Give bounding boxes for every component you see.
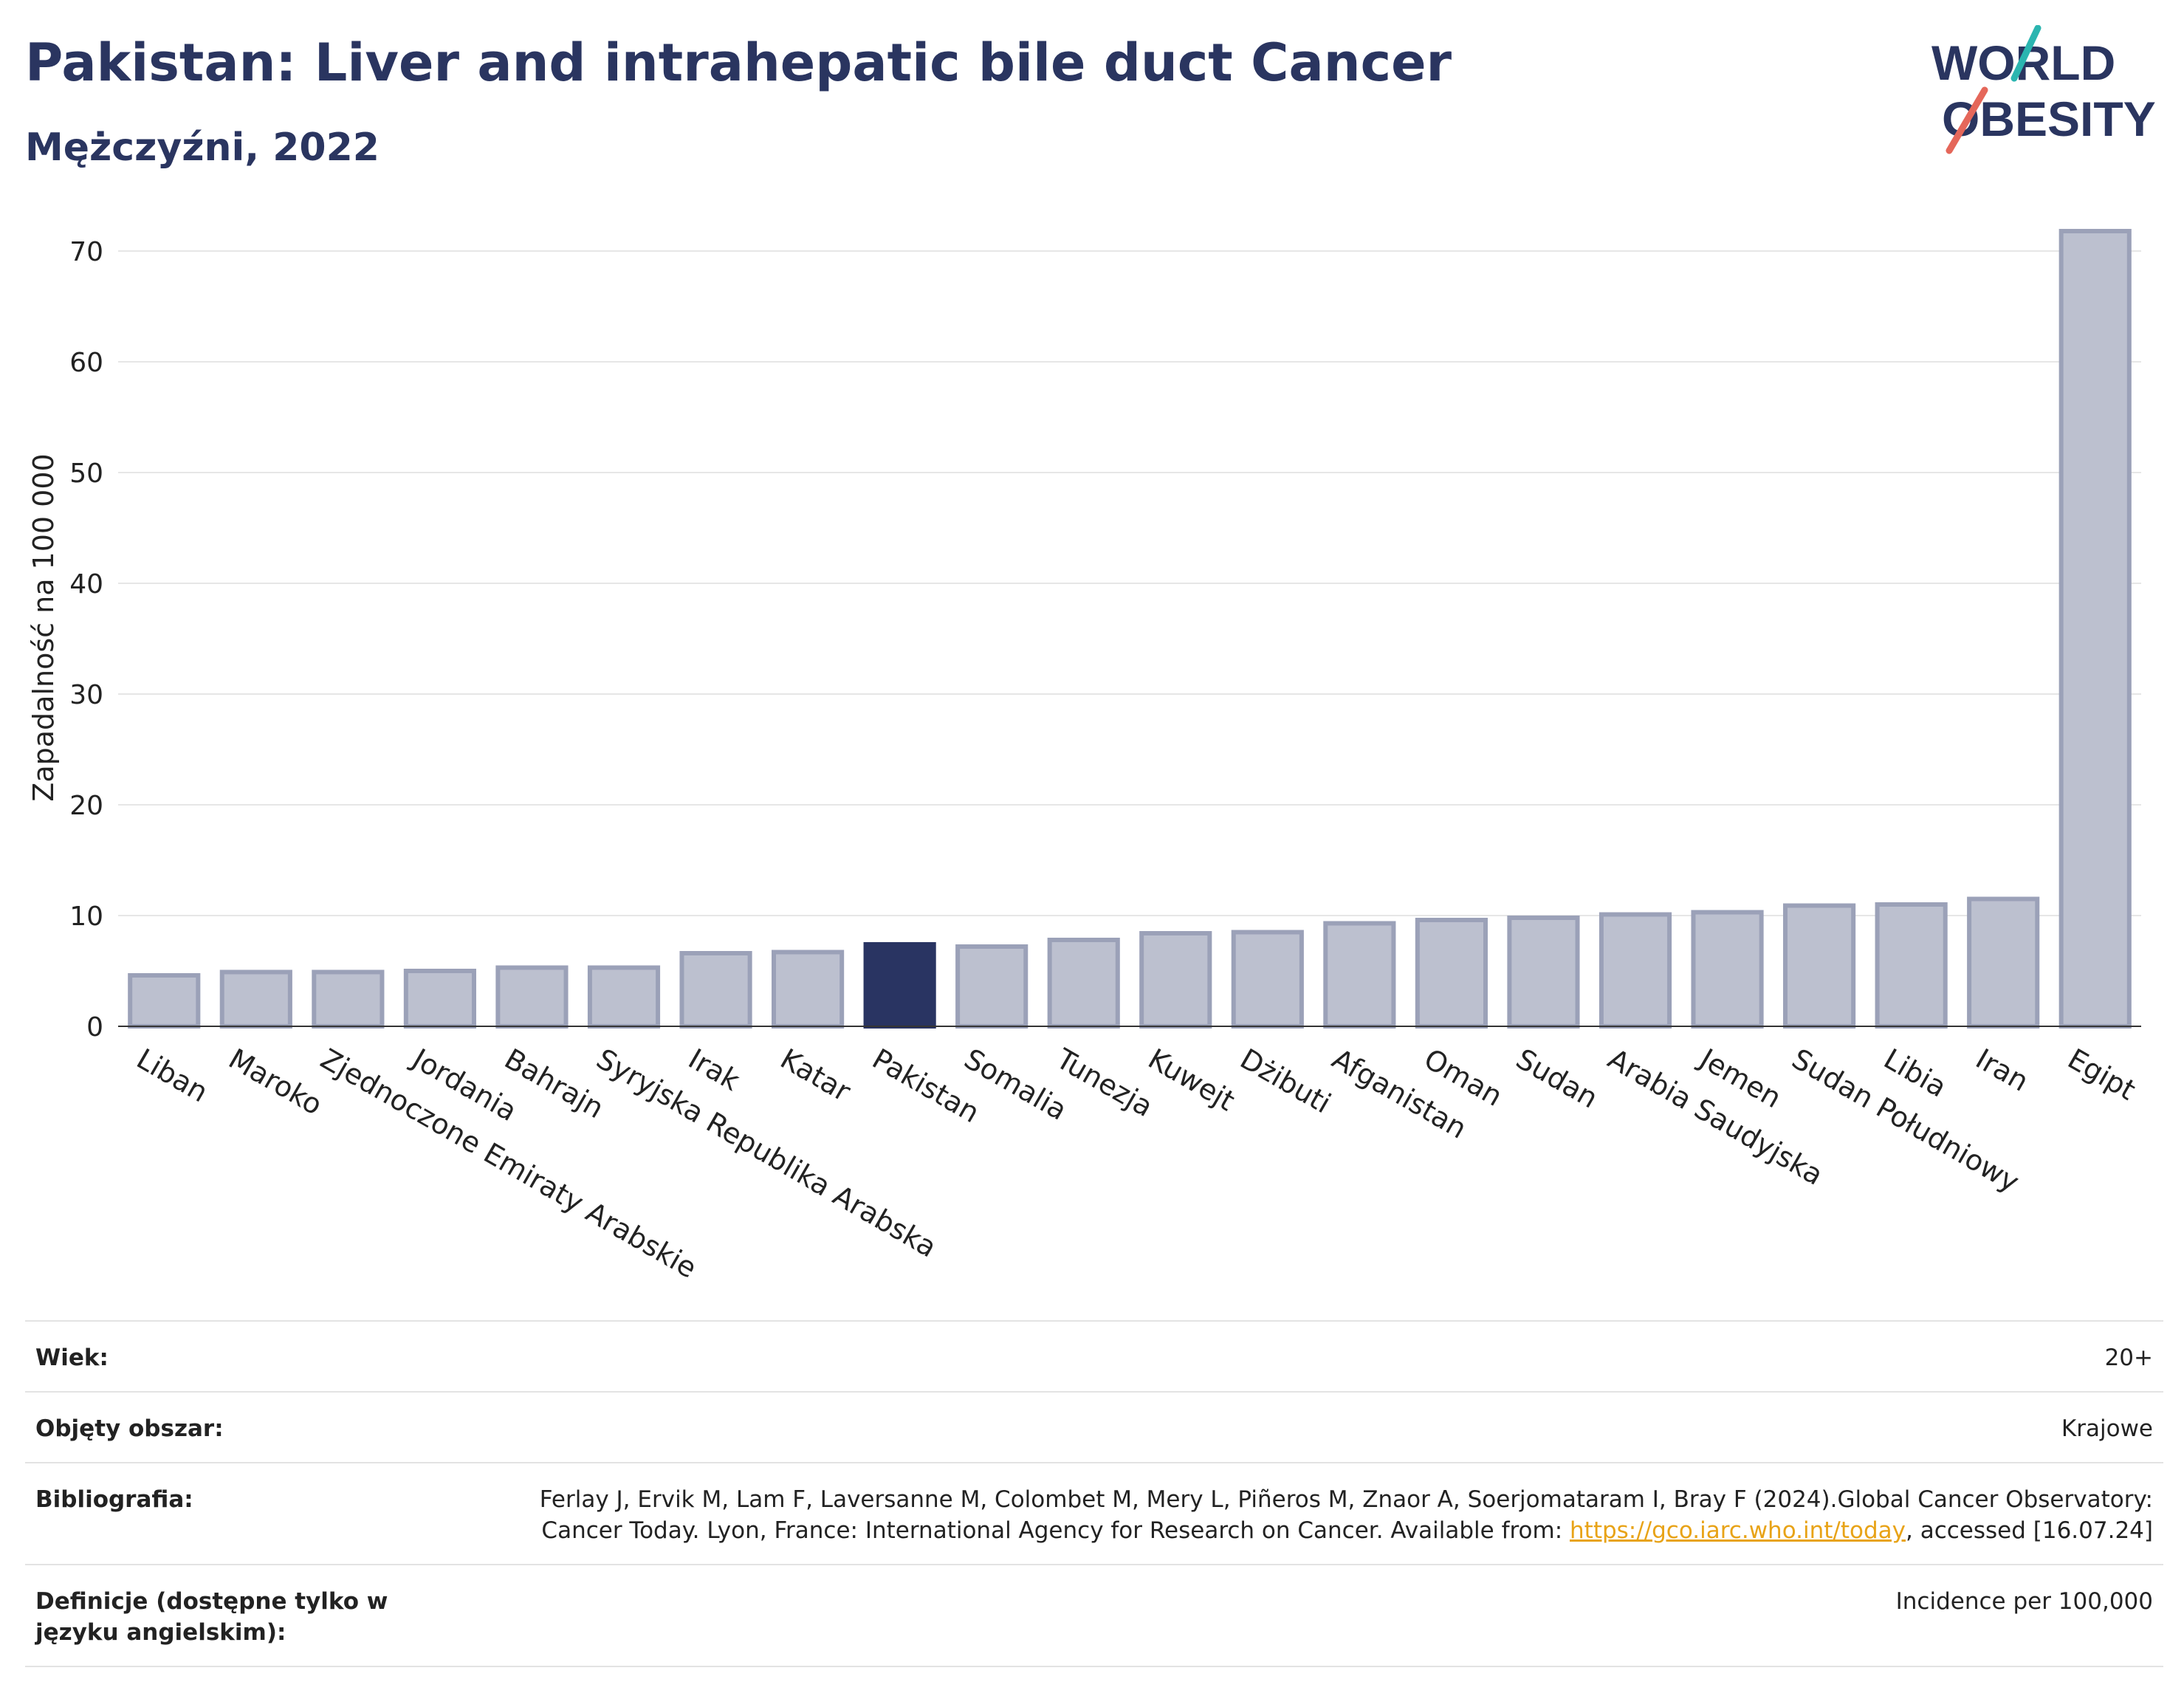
bar-zjednoczone-emiraty-arabskie[interactable] xyxy=(312,969,385,1029)
info-table: Wiek: 20+ Objęty obszar: Krajowe Bibliog… xyxy=(25,1320,2163,1667)
y-tick-label: 0 xyxy=(86,1012,103,1043)
info-value: Ferlay J, Ervik M, Lam F, Laversanne M, … xyxy=(492,1484,2153,1546)
bar-libia[interactable] xyxy=(1875,902,1948,1029)
x-tick-label: Maroko xyxy=(223,1043,328,1122)
bibliography-text: Ferlay J, Ervik M, Lam F, Laversanne M, … xyxy=(539,1486,2153,1544)
x-tick-label: Egipt xyxy=(2062,1043,2141,1107)
bar-jordania[interactable] xyxy=(403,969,476,1029)
info-value: Incidence per 100,000 xyxy=(1895,1588,2153,1615)
info-value: 20+ xyxy=(2104,1345,2153,1371)
x-tick-label: Liban xyxy=(131,1043,213,1109)
x-tick-label: Sudan xyxy=(1511,1043,1604,1115)
bar-egipt[interactable] xyxy=(2058,229,2132,1029)
source-link[interactable]: https://gco.iarc.who.int/today xyxy=(1570,1517,1906,1544)
x-tick-label: Irak xyxy=(683,1043,745,1097)
y-tick-label: 30 xyxy=(69,680,103,710)
bar-liban[interactable] xyxy=(128,973,201,1029)
bar-irak[interactable] xyxy=(679,951,752,1029)
bar-oman[interactable] xyxy=(1415,918,1488,1029)
y-tick-label: 20 xyxy=(69,791,103,821)
x-tick-label: Kuwejt xyxy=(1143,1043,1240,1118)
page-subtitle: Mężczyźni, 2022 xyxy=(25,126,380,170)
bar-dżibuti[interactable] xyxy=(1231,930,1304,1029)
info-row-definitions: Definicje (dostępne tylko w języku angie… xyxy=(25,1564,2163,1667)
y-tick-label: 60 xyxy=(69,348,103,378)
info-label: Objęty obszar: xyxy=(35,1415,224,1442)
info-label: Wiek: xyxy=(35,1345,109,1371)
bar-afganistan[interactable] xyxy=(1323,921,1396,1029)
bar-maroko[interactable] xyxy=(219,969,292,1029)
x-tick-label: Tunezja xyxy=(1050,1042,1158,1123)
info-row-age: Wiek: 20+ xyxy=(25,1320,2163,1391)
bar-kuwejt[interactable] xyxy=(1139,931,1212,1029)
y-tick-label: 40 xyxy=(69,569,103,600)
bar-jemen[interactable] xyxy=(1691,910,1764,1029)
bar-pakistan[interactable] xyxy=(863,942,936,1029)
bar-syryjska-republika-arabska[interactable] xyxy=(587,965,661,1029)
info-label: Definicje (dostępne tylko w języku angie… xyxy=(35,1588,388,1646)
y-axis-label: Zapadalność na 100 000 xyxy=(27,453,60,801)
info-row-coverage: Objęty obszar: Krajowe xyxy=(25,1391,2163,1462)
bar-sudan[interactable] xyxy=(1507,916,1580,1029)
x-tick-label: Bahrajn xyxy=(499,1043,609,1125)
page-title: Pakistan: Liver and intrahepatic bile du… xyxy=(25,32,1452,93)
bar-somalia[interactable] xyxy=(955,944,1029,1029)
info-row-bibliography: Bibliografia: Ferlay J, Ervik M, Lam F, … xyxy=(25,1462,2163,1564)
y-tick-label: 70 xyxy=(69,237,103,267)
bar-sudan-południowy[interactable] xyxy=(1783,903,1856,1029)
y-tick-label: 50 xyxy=(69,459,103,489)
y-axis-ticks: 0 10 20 30 40 50 60 70 xyxy=(69,237,103,1043)
bibliography-accessed: , accessed [16.07.24] xyxy=(1905,1517,2153,1544)
bar-iran[interactable] xyxy=(1967,896,2040,1029)
x-tick-label: Katar xyxy=(775,1043,856,1108)
grid-lines xyxy=(118,250,2141,916)
info-value: Krajowe xyxy=(2061,1415,2153,1442)
world-obesity-logo: WORLD OBESITY xyxy=(1927,24,2163,155)
info-label: Bibliografia: xyxy=(35,1486,193,1513)
y-tick-label: 10 xyxy=(69,902,103,932)
svg-text:OBESITY: OBESITY xyxy=(1942,92,2156,146)
x-tick-label: Dżibuti xyxy=(1234,1043,1336,1120)
bar-bahrajn[interactable] xyxy=(495,965,569,1029)
x-tick-label: Iran xyxy=(1971,1043,2034,1098)
bar-arabia-saudyjska[interactable] xyxy=(1598,912,1672,1029)
bar-katar[interactable] xyxy=(772,950,845,1029)
bars xyxy=(128,229,2132,1029)
bar-tunezja[interactable] xyxy=(1047,938,1120,1029)
